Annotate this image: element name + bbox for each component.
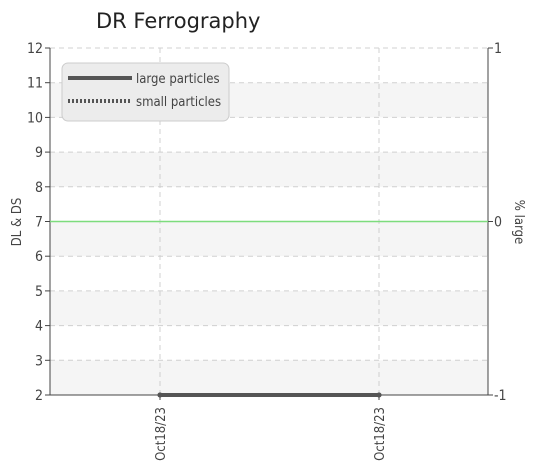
legend-label: large particles — [136, 72, 220, 87]
y-tick-label-right: 0 — [494, 215, 502, 231]
plot-band — [50, 221, 488, 257]
y-tick-label-left: 6 — [35, 249, 43, 265]
y-tick-label-left: 9 — [35, 145, 43, 161]
y-axis-title-right: % large — [511, 200, 526, 244]
legend-label: small particles — [136, 95, 221, 110]
y-tick-label-left: 3 — [35, 353, 43, 369]
legend: large particles small particles — [61, 62, 230, 122]
y-axis-title-left: DL & DS — [10, 198, 25, 247]
chart-title: DR Ferrography — [96, 9, 261, 33]
x-tick-label: Oct18/23 — [373, 407, 388, 461]
plot-band — [50, 360, 488, 395]
plot-band — [50, 290, 488, 326]
y-tick-label-left: 12 — [27, 41, 43, 57]
y-tick-label-right: -1 — [494, 388, 507, 404]
plot-band — [50, 152, 488, 187]
y-tick-label-left: 10 — [27, 110, 43, 126]
y-tick-label-left: 7 — [35, 215, 43, 231]
y-tick-label-right: 1 — [494, 41, 502, 57]
x-tick-label: Oct18/23 — [154, 407, 169, 461]
y-tick-label-left: 2 — [35, 388, 43, 404]
y-tick-label-left: 4 — [35, 319, 43, 335]
y-tick-label-left: 11 — [27, 76, 43, 92]
series-point — [376, 392, 382, 398]
series-point — [157, 392, 163, 398]
y-tick-label-left: 5 — [35, 284, 43, 300]
y-tick-label-left: 8 — [35, 180, 43, 196]
